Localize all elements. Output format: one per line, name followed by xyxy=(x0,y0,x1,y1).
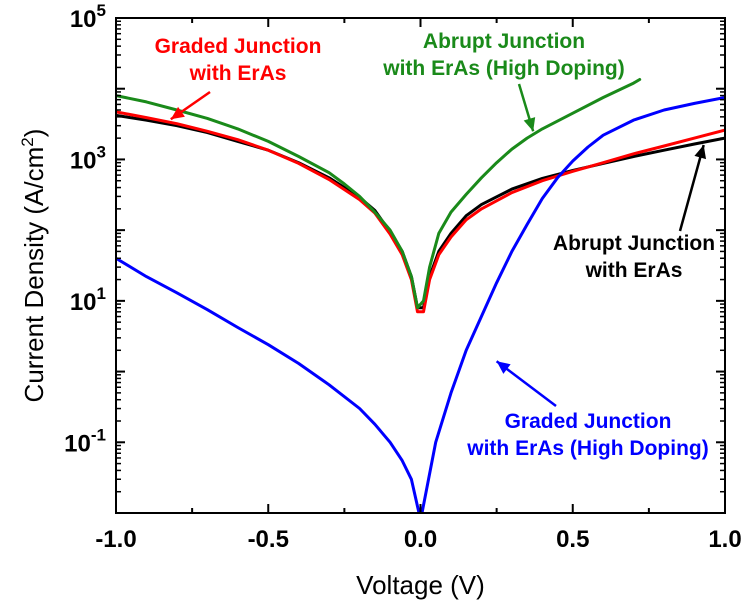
series-layer xyxy=(116,78,725,513)
annotation-3: Abrupt Junction with ErAs xyxy=(553,144,715,282)
annotation-arrowhead xyxy=(523,117,536,132)
ticks-layer xyxy=(115,17,726,514)
annotation-text: with ErAs (High Doping) xyxy=(382,57,624,80)
annotation-text: Graded Junction xyxy=(155,35,322,58)
series-line-2 xyxy=(116,110,725,314)
y-axis-title-close: ) xyxy=(19,129,49,138)
series-line-4 xyxy=(116,96,725,513)
x-tick-label: 0.0 xyxy=(404,526,437,553)
annotation-arrow xyxy=(678,144,705,232)
y-axis-title-sup: 2 xyxy=(18,137,37,146)
annotation-text: with ErAs xyxy=(585,259,683,282)
annotation-4: Graded Junction with ErAs (High Doping) xyxy=(466,360,709,460)
series-line-3 xyxy=(116,78,642,310)
y-tick-label: 103 xyxy=(70,142,106,174)
y-axis-title-main: Current Density (A/cm xyxy=(19,147,49,403)
annotation-arrowhead xyxy=(694,144,707,160)
annotation-text: Abrupt Junction xyxy=(553,232,715,255)
x-tick-label: -1.0 xyxy=(95,526,136,553)
x-tick-label: 0.5 xyxy=(556,526,589,553)
annotations-layer: Graded Junction with ErAs Abrupt Junction w… xyxy=(155,30,716,460)
labels-layer: -1.0 -0.5 0.0 0.5 1.0 105 103 101 10-1 xyxy=(64,1,742,553)
annotation-2: Abrupt Junction with ErAs (High Doping) xyxy=(382,30,625,132)
x-tick-label: 1.0 xyxy=(708,526,741,553)
annotation-text: with ErAs (High Doping) xyxy=(466,437,708,460)
x-tick-label: -0.5 xyxy=(248,526,289,553)
annotation-text: Abrupt Junction xyxy=(423,30,585,53)
annotation-text: with ErAs xyxy=(189,62,287,85)
annotation-text: Graded Junction xyxy=(505,410,672,433)
y-tick-label: 105 xyxy=(70,1,106,33)
annotation-1: Graded Junction with ErAs xyxy=(155,35,322,121)
y-axis-title: Current Density (A/cm2) xyxy=(18,129,49,403)
x-axis-title: Voltage (V) xyxy=(356,570,485,600)
annotation-arrowhead xyxy=(170,106,185,120)
y-tick-label: 10-1 xyxy=(64,425,106,457)
annotation-arrowhead xyxy=(496,361,511,374)
y-tick-label: 101 xyxy=(70,284,106,316)
